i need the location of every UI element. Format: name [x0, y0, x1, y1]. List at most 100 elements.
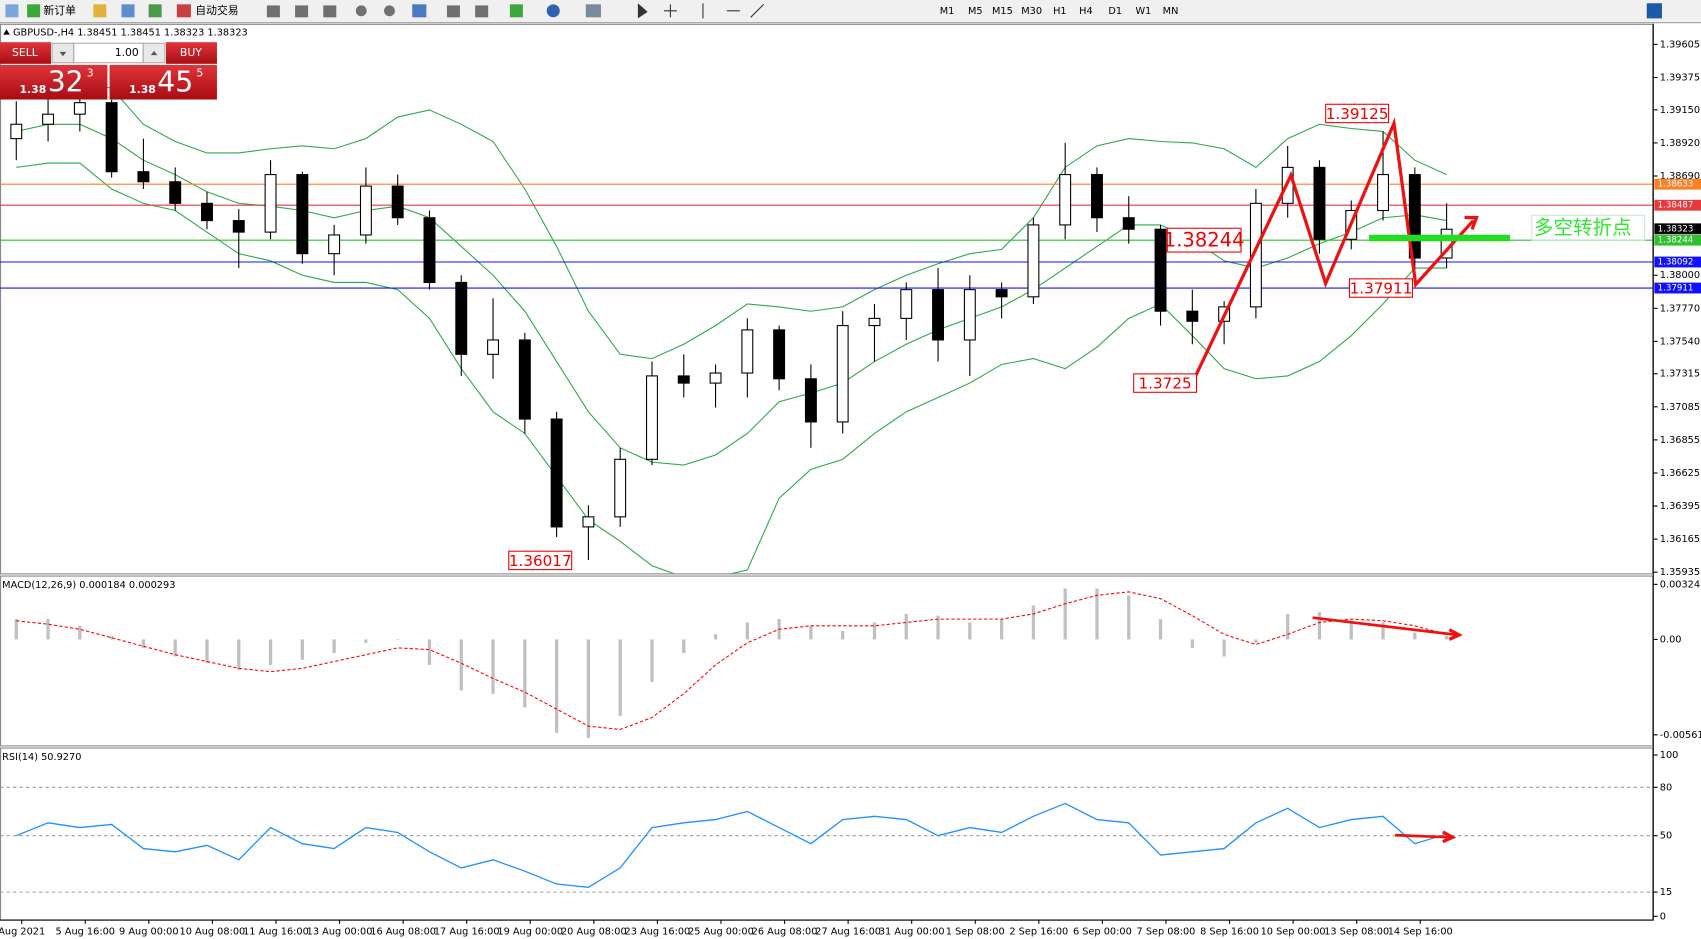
new-order-icon[interactable] [27, 4, 41, 18]
icon[interactable] [93, 4, 107, 18]
macd-bar [1063, 588, 1067, 640]
candle-body [1122, 217, 1135, 230]
timeframe[interactable]: MN [1163, 6, 1179, 17]
icon[interactable] [475, 5, 489, 18]
y-tick-label: 1.36395 [1660, 501, 1700, 512]
sell-button[interactable] [0, 42, 51, 64]
x-tick-label: 8 Sep 16:00 [1200, 926, 1259, 937]
level-label-box [1654, 282, 1701, 294]
icon[interactable] [585, 4, 601, 18]
macd-bar [618, 639, 622, 716]
candle-body [709, 372, 722, 384]
lot-value[interactable]: 1.00 [115, 46, 139, 59]
icon[interactable] [412, 4, 427, 18]
icon[interactable] [509, 4, 523, 18]
macd-title: MACD(12,26,9) 0.000184 0.000293 [2, 580, 175, 591]
candle-body [1027, 224, 1040, 298]
cursor-icon[interactable] [637, 3, 648, 19]
macd-bar [1190, 639, 1194, 648]
search-icon[interactable] [1646, 3, 1662, 19]
x-tick-label: 20 Aug 08:00 [561, 926, 627, 937]
toolbar-icons [266, 3, 765, 19]
macd-bar [936, 615, 940, 640]
candle-body [391, 185, 404, 219]
icon[interactable] [121, 4, 135, 18]
new-order[interactable]: 新订单 [43, 3, 76, 17]
icon[interactable] [546, 4, 560, 18]
icon[interactable] [446, 5, 460, 18]
crosshair-icon[interactable] [663, 4, 677, 18]
y-tick-label: 1.35935 [1660, 567, 1700, 578]
up-icon [150, 50, 158, 56]
x-tick-label: 1 Sep 08:00 [946, 926, 1005, 937]
timeframe[interactable]: M5 [968, 6, 983, 17]
candle-body [963, 289, 976, 341]
candle-body [804, 378, 817, 423]
timeframe[interactable]: M1 [940, 6, 955, 17]
trade-panel: SELL 1.00 BUY 1.38 32 3 1.38 45 5 [0, 42, 217, 100]
level-label-box [1654, 234, 1701, 246]
annotations: 1.39125 1.38244 1.3725 1.37911 1.36017 多空转折点 [508, 103, 1646, 571]
macd-bar [78, 625, 82, 640]
y-tick-label: 1.38690 [1660, 171, 1700, 182]
sell-price-big: 32 [48, 65, 84, 98]
timeframe[interactable]: D1 [1108, 6, 1122, 17]
icon[interactable] [5, 4, 19, 18]
y-tick-label: 80 [1660, 782, 1672, 793]
zigzag [1191, 117, 1475, 382]
timeframe[interactable]: H4 [1079, 6, 1093, 17]
candle-body [1154, 228, 1167, 312]
icon[interactable] [295, 5, 309, 18]
x-tick-label: 23 Aug 16:00 [625, 926, 691, 937]
macd-bar [841, 630, 845, 640]
candle-body [328, 234, 341, 255]
rsi-panel [0, 747, 1654, 921]
icon[interactable] [323, 5, 337, 18]
y-tick-label: 1.37085 [1660, 402, 1700, 413]
candle-body [836, 325, 849, 423]
auto-trading[interactable]: 自动交易 [195, 3, 238, 17]
price-annotation-box [1325, 103, 1390, 124]
rsi-plot [0, 786, 1654, 893]
sell-label[interactable]: SELL [12, 46, 38, 59]
candle-body [10, 123, 23, 140]
macd-bar [809, 625, 813, 640]
timeframe[interactable]: M15 [992, 6, 1013, 17]
timeframe[interactable]: H1 [1053, 6, 1067, 17]
buy-price-box[interactable] [109, 64, 217, 100]
price-annotation-box [1133, 373, 1198, 393]
macd-bar [1413, 632, 1417, 640]
buy-label[interactable]: BUY [180, 46, 202, 59]
icon[interactable] [266, 5, 280, 18]
macd-bar [268, 639, 273, 665]
x-tick-label: 31 Aug 00:00 [879, 926, 945, 937]
timeframe[interactable]: M30 [1021, 6, 1042, 17]
icon[interactable] [384, 5, 395, 17]
x-tick-label: 11 Aug 16:00 [243, 926, 309, 937]
macd-bar [141, 639, 146, 648]
x-tick-label: 9 Aug 00:00 [119, 926, 179, 937]
y-tick-label: 1.38000 [1660, 270, 1700, 281]
candle-body [646, 375, 658, 460]
draw-icons[interactable] [702, 3, 765, 19]
auto-trading-icon[interactable] [176, 4, 191, 18]
buy-button[interactable] [165, 42, 217, 64]
macd-bar [205, 639, 209, 664]
macd-bar [1286, 613, 1290, 640]
note-box [1531, 214, 1646, 241]
price-annotation-box [1348, 278, 1413, 298]
candle-body [201, 202, 213, 222]
timeframe[interactable]: W1 [1135, 6, 1151, 17]
macd-bar [554, 639, 559, 733]
sell-price-box[interactable] [0, 64, 108, 100]
y-tick-label: 1.38920 [1660, 138, 1700, 149]
icon[interactable] [148, 4, 162, 18]
candle-body [868, 317, 881, 327]
candle-body [932, 289, 945, 341]
icon[interactable] [355, 5, 367, 17]
candle-body [1377, 174, 1390, 212]
candle-body [487, 339, 500, 355]
price-annotation: 1.3725 [1139, 375, 1192, 393]
x-tick-label: 25 Aug 00:00 [688, 926, 754, 937]
